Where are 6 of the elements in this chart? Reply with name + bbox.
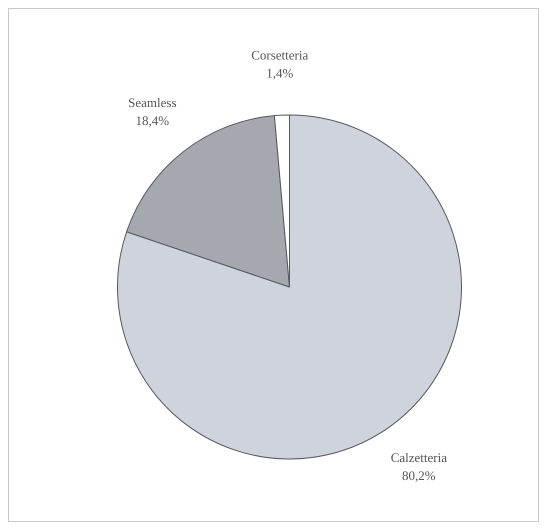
data-label: 18,4%	[136, 112, 170, 128]
slice-label: Seamless	[128, 94, 177, 110]
slice-label: Corsetteria	[251, 48, 308, 63]
data-label: 1,4%	[266, 66, 294, 81]
data-label: 80,2%	[402, 468, 436, 483]
slice-label: Calzetteria	[390, 450, 448, 465]
